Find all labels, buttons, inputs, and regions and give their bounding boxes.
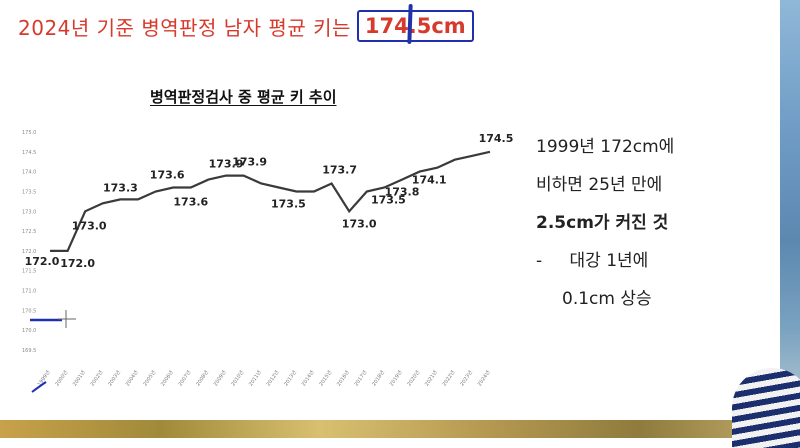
note-bullet: - [536, 251, 543, 271]
data-label: 173.3 [103, 181, 138, 194]
background-photo-strip [780, 0, 800, 438]
x-tick-label: 2017년 [353, 369, 369, 388]
x-axis-ticks: 1999년 2000년 2001년 2002년 2003년 2004년 2005년 2006년… [36, 369, 492, 388]
note-line-2: 비하면 25년 만에 [536, 175, 663, 195]
data-label: 173.0 [342, 217, 377, 230]
x-tick-label: 2003년 [106, 369, 122, 388]
data-label: 173.9 [209, 158, 244, 171]
x-tick-label: 2011년 [247, 369, 263, 388]
pen-marks [30, 310, 76, 393]
x-tick-label: 2013년 [282, 369, 298, 388]
note-line-5: 0.1cm 상승 [562, 289, 652, 309]
x-tick-label: 2012년 [265, 369, 281, 388]
x-tick-label: 2004년 [124, 369, 140, 388]
y-tick-label: 171.0 [22, 289, 36, 295]
x-tick-label: 2008년 [194, 369, 210, 388]
x-tick-label: 2024년 [476, 369, 492, 388]
notes-panel: 1999년 172cm에 비하면 25년 만에 2.5cm가 커진 것 - 대강… [536, 128, 736, 318]
y-tick-label: 172.0 [22, 249, 36, 255]
x-tick-label: 2014년 [300, 369, 316, 388]
slide-title: 2024년 기준 병역판정 남자 평균 키는 174.5cm [18, 8, 474, 44]
series-line-average-height [50, 150, 491, 252]
data-label: 174.1 [412, 174, 447, 187]
pen-stroke [31, 381, 47, 393]
title-prefix: 2024년 기준 병역판정 남자 평균 키는 [18, 15, 351, 40]
note-line-3: 2.5cm가 커진 것 [536, 213, 669, 233]
x-tick-label: 2022년 [441, 369, 457, 388]
data-label: 173.5 [271, 197, 306, 210]
x-tick-label: 2023년 [458, 369, 474, 388]
y-tick-label: 170.5 [22, 308, 36, 314]
x-tick-label: 2009년 [212, 369, 228, 388]
y-tick-label: 175.0 [22, 130, 36, 136]
x-tick-label: 2021년 [423, 369, 439, 388]
data-label: 174.5 [479, 132, 514, 145]
y-tick-label: 174.0 [22, 170, 36, 176]
striped-hat-figure [732, 368, 800, 448]
title-highlight: 174.5cm [356, 10, 474, 42]
x-tick-label: 2020년 [406, 369, 422, 388]
data-label: 172.0 [25, 255, 60, 268]
x-tick-label: 2001년 [71, 369, 87, 388]
y-axis-ticks: 169.5 170.0 170.5 171.0 171.5 172.0 172.5 173.0… [22, 130, 36, 354]
x-tick-label: 2019년 [388, 369, 404, 388]
data-label: 172.0 [60, 257, 95, 270]
x-tick-label: 2010년 [230, 369, 246, 388]
note-line-1: 1999년 172cm에 [536, 137, 675, 157]
y-tick-label: 172.5 [22, 229, 36, 235]
data-label: 173.5 [371, 193, 406, 206]
data-label: 173.0 [72, 219, 107, 232]
x-tick-label: 2018년 [370, 369, 386, 388]
chart-title: 병역판정검사 중 평균 키 추이 [150, 88, 337, 106]
note-bullet-line: - 대강 1년에 [536, 242, 736, 280]
note-line-4: 대강 1년에 [569, 251, 649, 271]
data-labels: 172.0 172.0173.0173.3173.6173.6173.9173.9… [25, 132, 514, 270]
x-tick-label: 2015년 [318, 369, 334, 388]
x-tick-label: 2000년 [54, 369, 70, 388]
data-label: 173.6 [173, 195, 208, 208]
x-tick-label: 2002년 [89, 369, 105, 388]
data-label: 173.7 [322, 164, 357, 177]
x-tick-label: 2006년 [159, 369, 175, 388]
y-tick-label: 170.0 [22, 328, 36, 334]
data-label: 173.6 [150, 168, 185, 181]
y-tick-label: 173.5 [22, 189, 36, 195]
y-tick-label: 174.5 [22, 150, 36, 156]
data-label: 173.8 [385, 186, 420, 199]
data-label: 173.9 [232, 156, 267, 169]
y-tick-label: 171.5 [22, 269, 36, 275]
x-tick-label: 2005년 [142, 369, 158, 388]
y-tick-label: 173.0 [22, 209, 36, 215]
y-tick-label: 169.5 [22, 348, 36, 354]
x-tick-label: 2007년 [177, 369, 193, 388]
x-tick-label: 2016년 [335, 369, 351, 388]
height-trend-chart: 169.5170.0170.5171.0171.5172.0172.5173.0… [22, 130, 514, 393]
background-photo-bottom [0, 420, 800, 438]
